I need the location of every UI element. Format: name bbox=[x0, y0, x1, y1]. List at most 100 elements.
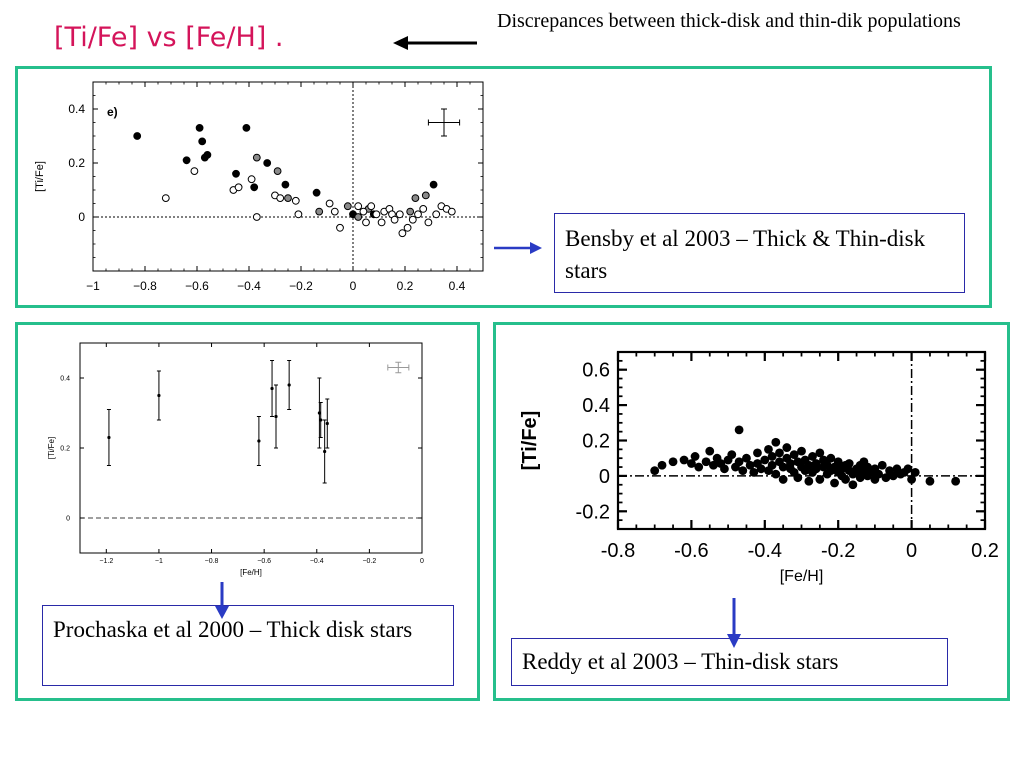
right-arrow-icon bbox=[494, 242, 542, 254]
x-tick-label: −0.4 bbox=[310, 558, 324, 565]
data-point bbox=[705, 446, 715, 456]
data-point-filled bbox=[203, 151, 212, 159]
x-tick-label: −0.6 bbox=[185, 279, 209, 293]
data-point-open bbox=[432, 210, 441, 219]
data-point-grey bbox=[315, 207, 324, 216]
chart-reddy: -0.8 -0.6 -0.4 -0.2 0 0.2 -0.2 0 0.2 0.4 0.6 [Fe/H]… bbox=[519, 350, 999, 585]
y-tick-label: 0.4 bbox=[68, 102, 85, 116]
data-point bbox=[782, 443, 792, 452]
y-axis-label: [Ti/Fe] bbox=[519, 411, 541, 471]
x-tick-label: −0.8 bbox=[205, 558, 219, 565]
data-point bbox=[808, 452, 817, 461]
y-tick-label: 0 bbox=[599, 466, 610, 488]
chart-bensby: −1 −0.8 −0.6 −0.4 −0.2 0 0.2 0.4 0 0.2 0.4 [Ti/Fe] e… bbox=[34, 81, 484, 293]
data-point-open bbox=[419, 204, 428, 213]
x-tick-label: -0.2 bbox=[821, 540, 855, 562]
data-point bbox=[778, 462, 788, 472]
y-tick-label: 0.2 bbox=[60, 445, 70, 452]
data-point bbox=[811, 464, 821, 474]
data-point bbox=[760, 455, 770, 465]
panel-prochaska bbox=[15, 322, 480, 701]
x-tick-label: -0.6 bbox=[674, 540, 708, 562]
data-point bbox=[844, 459, 854, 468]
y-tick-label: 0 bbox=[66, 515, 70, 522]
data-point bbox=[734, 457, 744, 467]
down-arrow-icon bbox=[727, 598, 741, 648]
data-point-open bbox=[424, 218, 433, 227]
data-point bbox=[319, 418, 323, 422]
data-point-grey bbox=[411, 194, 420, 202]
data-point bbox=[257, 439, 261, 443]
x-tick-label: −1 bbox=[155, 558, 163, 565]
data-point bbox=[325, 421, 329, 426]
discrepancy-note: Discrepances between thick-disk and thin… bbox=[497, 10, 961, 32]
data-point bbox=[767, 460, 777, 470]
data-point-open bbox=[190, 167, 199, 175]
data-point bbox=[274, 414, 278, 419]
data-point bbox=[753, 448, 762, 458]
data-point bbox=[804, 460, 814, 470]
data-point-open bbox=[359, 207, 368, 216]
data-point bbox=[815, 475, 825, 484]
x-tick-label: 0 bbox=[420, 558, 424, 565]
data-point bbox=[694, 462, 704, 472]
caption-bensby: Bensby et al 2003 – Thick & Thin-disk st… bbox=[554, 213, 965, 293]
data-point bbox=[745, 460, 755, 470]
data-point-open bbox=[161, 194, 170, 202]
data-point-open bbox=[362, 218, 370, 227]
data-point bbox=[323, 449, 327, 454]
data-point bbox=[841, 475, 850, 484]
x-tick-label: −0.8 bbox=[133, 279, 157, 293]
x-tick-label: −1.2 bbox=[99, 558, 113, 565]
data-point-grey bbox=[343, 202, 352, 211]
data-point-grey bbox=[406, 207, 415, 216]
x-tick-label: 0 bbox=[906, 540, 917, 562]
data-point bbox=[910, 467, 920, 477]
data-point-filled bbox=[133, 132, 142, 140]
data-point bbox=[742, 453, 751, 463]
chart-prochaska: −1.2 −1 −0.8 −0.6 −0.4 −0.2 0 0 0.2 0.4 [Fe/H] [Ti/… bbox=[47, 342, 424, 577]
data-point bbox=[771, 469, 781, 479]
x-tick-label: 0.2 bbox=[971, 540, 999, 562]
x-tick-label: −0.2 bbox=[289, 279, 313, 293]
x-tick-label: −0.6 bbox=[257, 558, 271, 565]
data-point-grey bbox=[421, 191, 430, 200]
data-point-open bbox=[372, 210, 381, 219]
data-point-open bbox=[377, 218, 386, 227]
data-point bbox=[756, 464, 766, 474]
data-point-open bbox=[252, 213, 261, 221]
data-point bbox=[830, 478, 839, 488]
data-point-open bbox=[403, 223, 412, 232]
data-point bbox=[778, 475, 788, 484]
data-point bbox=[775, 448, 784, 458]
data-point-open bbox=[234, 183, 243, 192]
data-point bbox=[771, 437, 781, 447]
y-axis-label: [Ti/Fe] bbox=[47, 437, 56, 459]
data-point bbox=[690, 452, 700, 461]
data-point-filled bbox=[232, 169, 240, 178]
data-point-open bbox=[414, 210, 422, 219]
data-point-filled bbox=[250, 183, 259, 192]
data-point bbox=[738, 466, 748, 475]
y-axis-label: [Ti/Fe] bbox=[34, 161, 46, 192]
data-point bbox=[317, 411, 321, 415]
data-point bbox=[797, 446, 806, 456]
x-tick-label: -0.8 bbox=[601, 540, 635, 562]
data-point bbox=[804, 476, 814, 486]
data-point-open bbox=[336, 223, 344, 232]
x-tick-label: 0.2 bbox=[397, 279, 414, 293]
data-point bbox=[107, 435, 111, 440]
panel-bensby bbox=[15, 66, 992, 308]
x-axis-label: [Fe/H] bbox=[240, 568, 262, 577]
data-point-open bbox=[367, 202, 376, 211]
data-point bbox=[270, 386, 274, 391]
data-point-open bbox=[294, 210, 303, 219]
data-point bbox=[767, 452, 777, 461]
data-point-filled bbox=[281, 180, 290, 189]
down-arrow-icon bbox=[215, 582, 229, 619]
data-point-open bbox=[390, 215, 399, 224]
data-point bbox=[668, 457, 678, 467]
panel-label: e) bbox=[107, 105, 118, 119]
data-point bbox=[657, 460, 667, 470]
